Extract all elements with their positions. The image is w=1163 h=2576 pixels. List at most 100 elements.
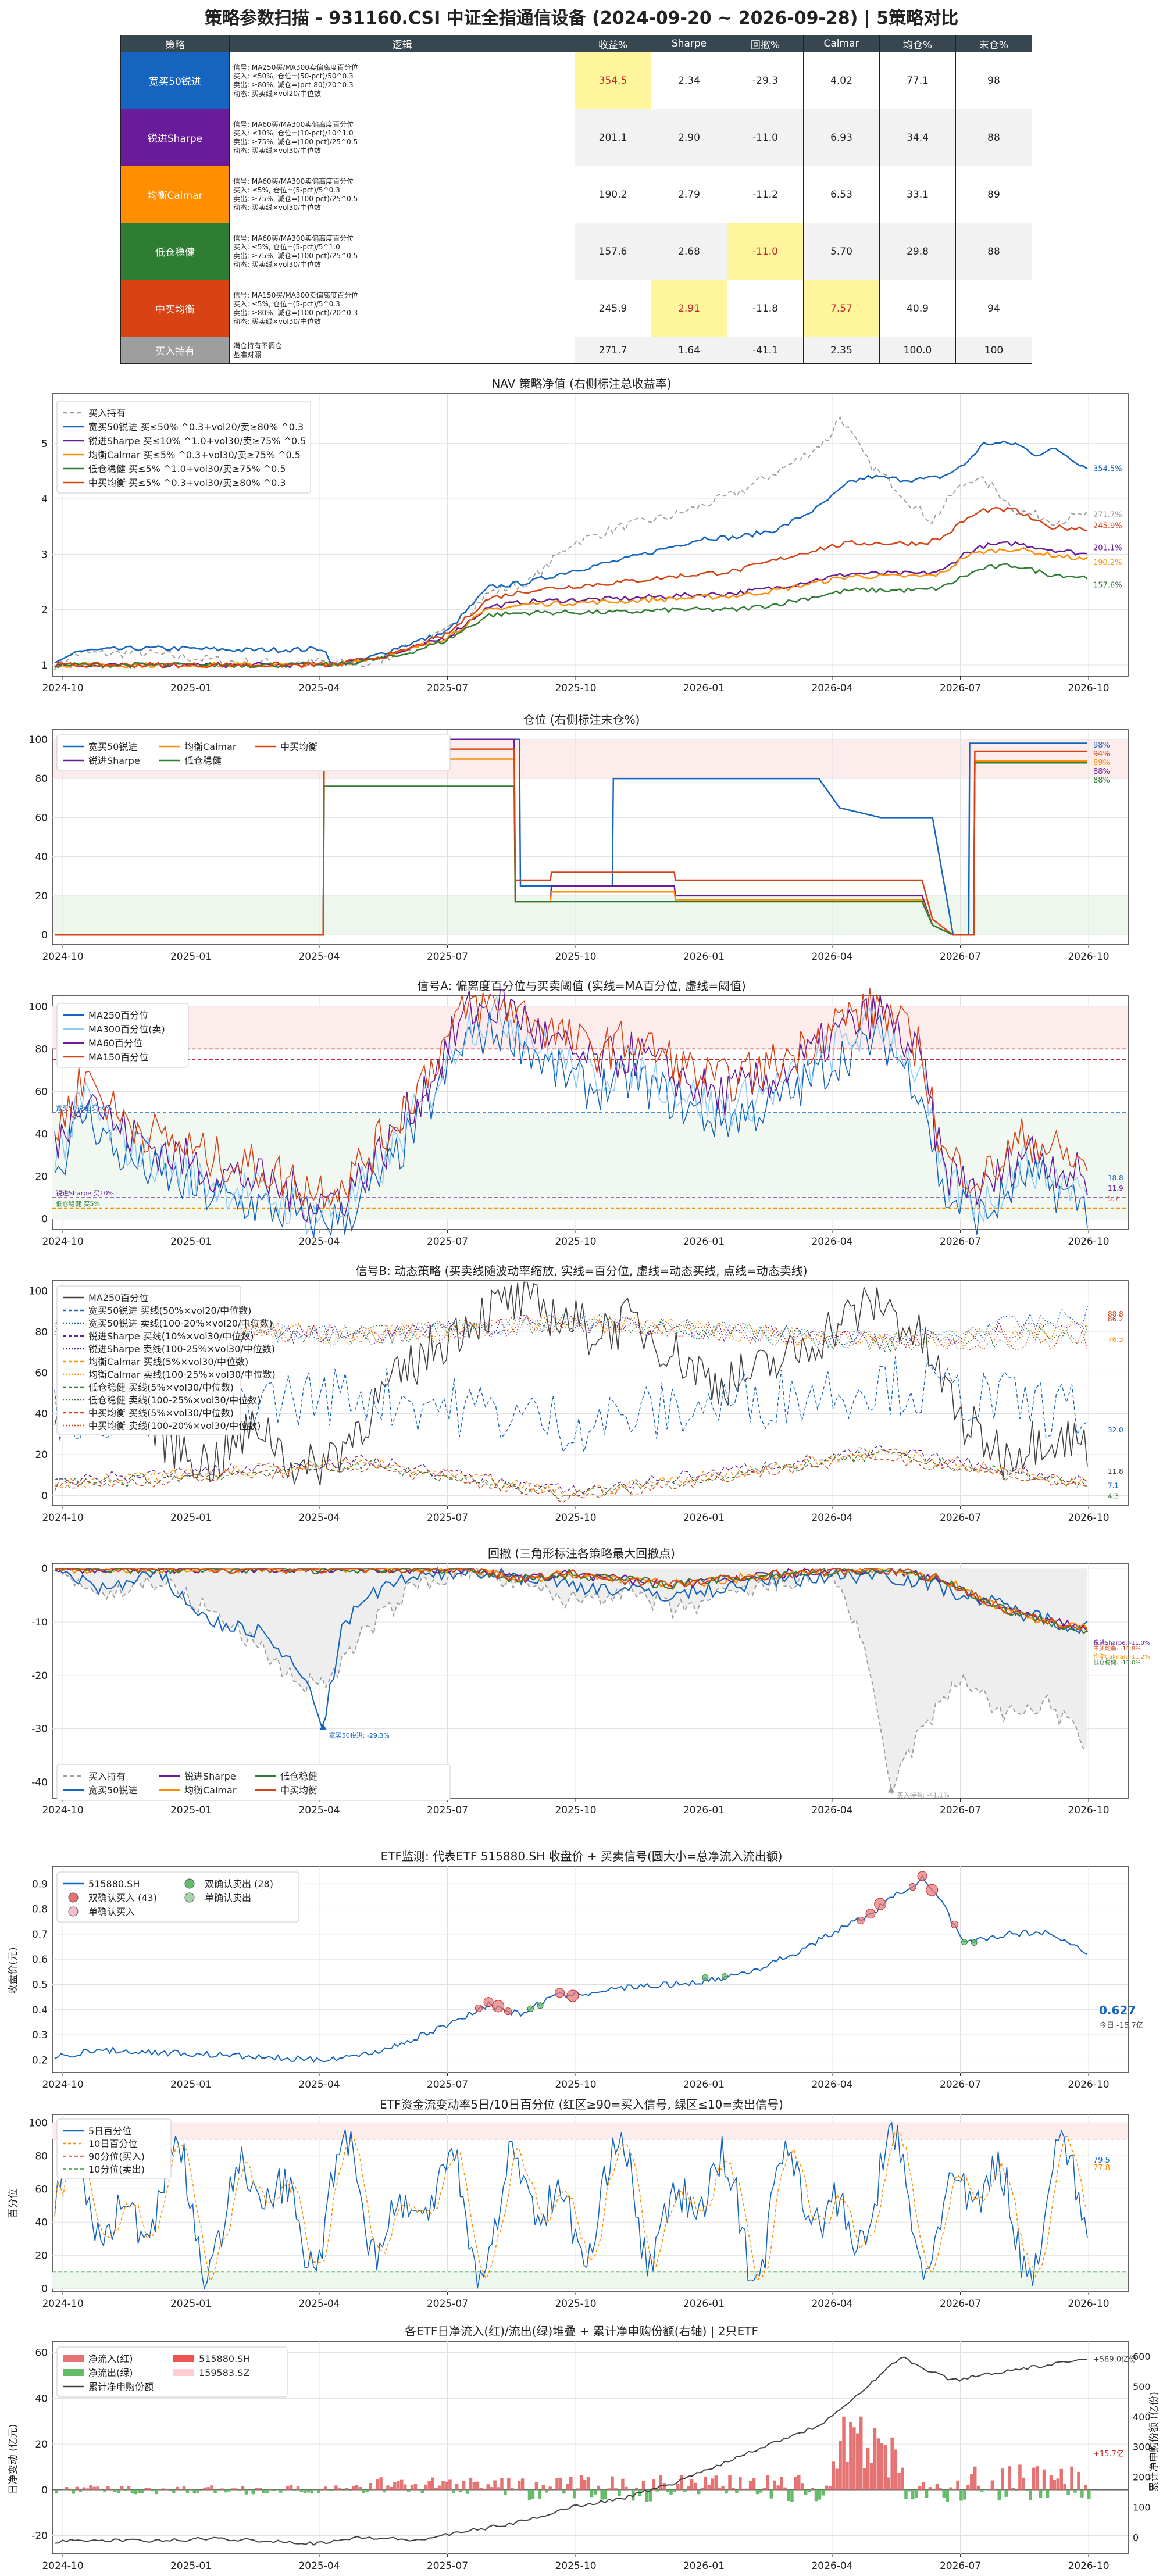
x-tick-label: 2026-07 (940, 2298, 981, 2310)
legend-label: 低仓稳健 卖线(100-25%×vol30/中位数) (88, 1395, 261, 1406)
outflow-bar (790, 2489, 794, 2503)
x-tick-label: 2025-10 (555, 2560, 596, 2572)
x-tick-label: 2025-07 (427, 2298, 468, 2310)
x-tick-label: 2026-10 (1068, 1805, 1109, 1816)
header-cell: Calmar (803, 35, 880, 52)
legend-label: 低仓稳健 (184, 755, 222, 766)
outflow-bar (983, 2489, 987, 2491)
x-tick-label: 2025-10 (555, 2298, 596, 2310)
x-tick-label: 2026-01 (683, 1512, 725, 1524)
outflow-bar (192, 2489, 197, 2494)
drawdown-line (55, 1567, 1088, 1795)
y-tick-label: 0 (41, 1214, 48, 1226)
outflow-bar (452, 2489, 455, 2494)
legend-label: 单确认买入 (88, 1906, 135, 1917)
legend-marker (68, 1892, 79, 1903)
y2-tick-label: 300 (1133, 2442, 1151, 2453)
x-tick-label: 2026-04 (811, 683, 852, 694)
inflow-bar (897, 2473, 901, 2490)
x-tick-label: 2026-04 (811, 1805, 852, 1816)
outflow-bar (251, 2489, 255, 2495)
drawdown-line (55, 1567, 1088, 1631)
legend-swatch (173, 2369, 194, 2376)
x-tick-label: 2026-04 (811, 1236, 852, 1248)
x-tick-label: 2025-01 (170, 2079, 212, 2091)
inflow-bar (441, 2481, 445, 2490)
outflow-bar (725, 2489, 728, 2494)
y-tick-label: 40 (35, 2393, 48, 2404)
buy-signal-marker (566, 1989, 579, 2002)
outflow-bar (618, 2489, 621, 2496)
legend-label: 宽买50锐进 卖线(100-20%×vol20/中位数) (88, 1318, 273, 1329)
table-row: 宽买50锐进 信号: MA250买/MA300卖偏离度百分位 买入: ≤50%, … (120, 52, 1032, 109)
inflow-bar (203, 2487, 206, 2490)
y-tick-label: 100 (29, 1001, 48, 1013)
y-tick-label: -30 (31, 1724, 48, 1735)
inflow-bar (956, 2480, 959, 2490)
outflow-bar (804, 2489, 808, 2495)
inflow-bar (576, 2488, 580, 2490)
inflow-bar (1053, 2479, 1057, 2490)
end-label: 11.8 (1108, 1467, 1123, 1475)
x-tick-label: 2025-01 (170, 1512, 212, 1524)
strategy-name-cell: 均衡Calmar (120, 166, 230, 223)
inflow-bar (413, 2484, 418, 2490)
inflow-bar (714, 2475, 718, 2490)
legend-label: 均衡Calmar (184, 1785, 237, 1796)
metric-cell: 88 (955, 109, 1032, 166)
y-axis-label: 日净变动 (亿元) (8, 2424, 19, 2495)
inflow-bar (372, 2489, 376, 2490)
inflow-bar (89, 2485, 92, 2490)
inflow-bar (476, 2481, 480, 2490)
x-tick-label: 2026-01 (683, 1236, 725, 1248)
end-label: 76.3 (1108, 1335, 1123, 1344)
metric-cell: 100 (955, 337, 1032, 364)
y2-tick-label: 200 (1133, 2472, 1151, 2483)
inflow-bar (344, 2488, 348, 2490)
inflow-bar (1049, 2475, 1053, 2490)
inflow-bar (148, 2488, 151, 2490)
outflow-bar (227, 2489, 231, 2492)
metric-cell: 2.79 (651, 166, 727, 223)
buy-zone (52, 2123, 1128, 2139)
outflow-bar (331, 2489, 334, 2491)
outflow-bar (904, 2489, 908, 2500)
end-label: 88% (1093, 767, 1110, 776)
inflow-bar (711, 2478, 715, 2490)
plot-frame (52, 1280, 1129, 1506)
legend-label: 10日百分位 (88, 2138, 137, 2149)
inflow-bar (431, 2477, 434, 2490)
inflow-bar (783, 2487, 787, 2490)
inflow-bar (472, 2482, 476, 2490)
legend-label: 锐进Sharpe 卖线(100-25%×vol30/中位数) (88, 1344, 275, 1355)
legend-label: 双确认卖出 (28) (205, 1878, 273, 1889)
outflow-bar (303, 2489, 307, 2493)
metric-cell: 4.02 (803, 52, 880, 109)
inflow-bar (479, 2488, 483, 2490)
y-tick-label: 100 (29, 1286, 48, 1298)
legend-label: 中买均衡 (280, 741, 317, 752)
outflow-bar (1073, 2489, 1077, 2493)
table-row: 中买均衡 信号: MA150买/MA300卖偏离度百分位 买入: ≤5%, 仓位=… (120, 280, 1032, 337)
inflow-bar (548, 2486, 552, 2490)
chart-title: NAV 策略净值 (右侧标注总收益率) (491, 377, 671, 391)
outflow-bar (562, 2489, 566, 2494)
outflow-bar (572, 2489, 576, 2499)
inflow-bar (890, 2437, 894, 2490)
inflow-bar (82, 2487, 86, 2490)
end-label: 7.1 (1108, 1481, 1119, 1489)
page-title: 策略参数扫描 - 931160.CSI 中证全指通信设备 (2024-09-20… (204, 8, 959, 28)
x-tick-label: 2024-10 (42, 1805, 83, 1816)
y2-tick-label: 400 (1133, 2411, 1151, 2423)
buy-signal-marker (951, 1920, 959, 1928)
inflow-bar (393, 2482, 397, 2490)
x-tick-label: 2024-10 (42, 683, 83, 694)
y2-tick-label: 500 (1133, 2381, 1151, 2392)
inflow-bar (894, 2449, 897, 2490)
y2-axis-label: 累计净申购份额 (亿份) (1148, 2392, 1160, 2492)
x-tick-label: 2025-10 (555, 683, 596, 694)
x-tick-label: 2026-10 (1068, 683, 1109, 694)
legend-label: 5日百分位 (88, 2125, 131, 2136)
buy-signal-marker (908, 1882, 916, 1891)
x-tick-label: 2026-04 (811, 2560, 852, 2572)
